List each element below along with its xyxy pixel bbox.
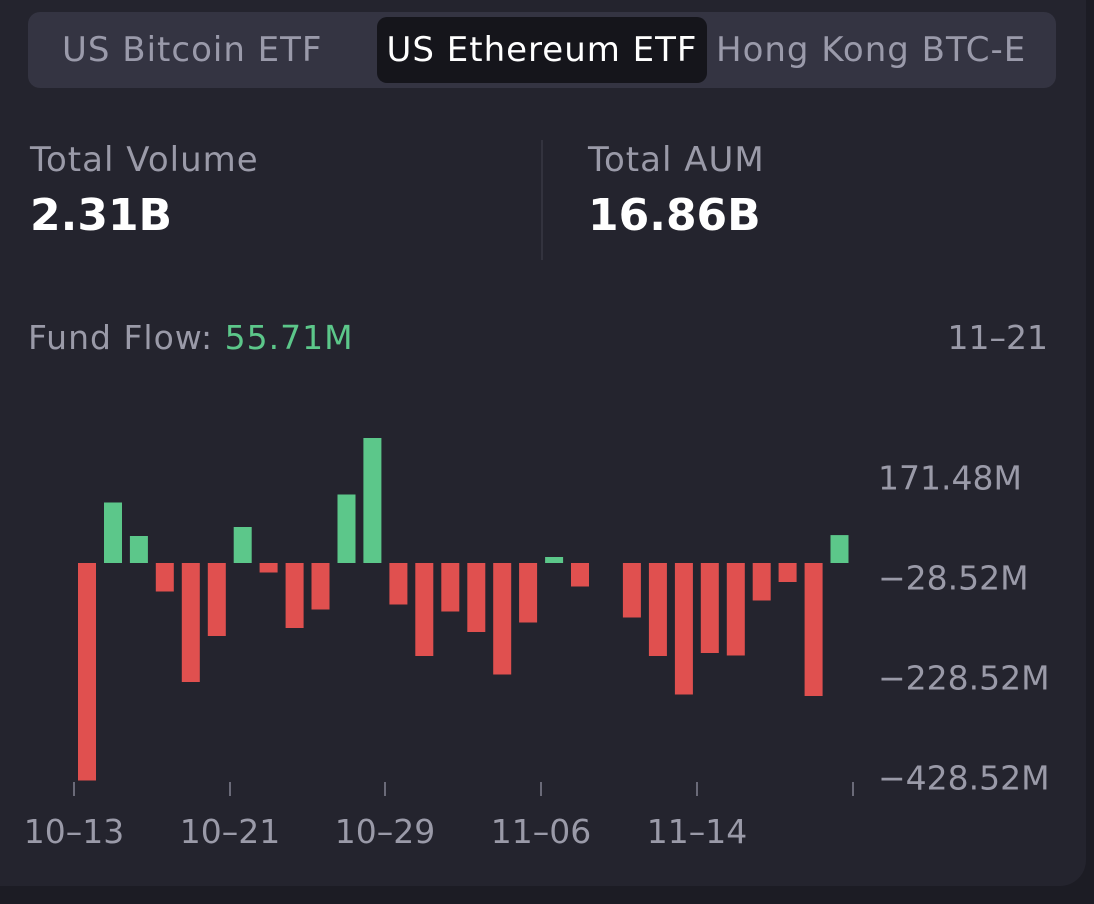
- flow-bar: [752, 563, 771, 601]
- stats-divider: [541, 140, 543, 260]
- y-tick-label: −28.52M: [878, 558, 1029, 597]
- flow-bar: [493, 563, 512, 675]
- flow-bar: [674, 563, 693, 695]
- y-tick-label: −428.52M: [878, 758, 1050, 797]
- flow-bar: [700, 563, 719, 653]
- total-aum-label: Total AUM: [588, 140, 765, 180]
- x-tick-label: 10–13: [24, 812, 124, 851]
- flow-bar: [285, 563, 304, 628]
- tab-us-bitcoin-etf[interactable]: US Bitcoin ETF: [62, 30, 323, 70]
- flow-bar: [207, 563, 226, 636]
- flow-bar: [155, 563, 174, 592]
- flow-bar: [181, 563, 200, 682]
- y-tick-label: 171.48M: [878, 458, 1022, 497]
- total-volume-value: 2.31B: [30, 190, 173, 241]
- flow-bar: [337, 494, 356, 563]
- flow-bar: [311, 563, 330, 610]
- flow-bar: [389, 563, 408, 605]
- flow-bar: [259, 563, 278, 573]
- flow-bar: [441, 563, 460, 612]
- flow-bar: [519, 563, 538, 623]
- flow-bar: [467, 563, 486, 632]
- flow-bar: [648, 563, 667, 656]
- fund-flow-value: 55.71M: [224, 318, 354, 357]
- flow-bar: [830, 535, 849, 563]
- etf-card: US Bitcoin ETF US Ethereum ETF Hong Kong…: [23, 12, 1056, 851]
- x-tick-label: 10–21: [180, 812, 280, 851]
- flow-bar: [571, 563, 589, 587]
- tab-hong-kong-btc-etf[interactable]: Hong Kong BTC-E: [716, 30, 1027, 70]
- flow-bar: [545, 557, 564, 563]
- flow-bar: [726, 563, 745, 656]
- x-tick-label: 10–29: [335, 812, 435, 851]
- fund-flow-label: Fund Flow:: [28, 318, 214, 357]
- fund-flow-bar-chart[interactable]: 171.48M −28.52M −228.52M −428.52M 10–13 10–21…: [0, 380, 1094, 880]
- flow-bar: [233, 527, 252, 563]
- total-volume-label: Total Volume: [30, 140, 259, 180]
- flow-bar: [78, 563, 96, 781]
- flow-bar: [415, 563, 434, 656]
- flow-bar: [129, 536, 148, 563]
- y-tick-label: −228.52M: [878, 658, 1050, 697]
- flow-bar: [622, 563, 641, 618]
- etf-tab-bar: US Bitcoin ETF US Ethereum ETF Hong Kong…: [28, 12, 1056, 88]
- flow-bar: [778, 563, 797, 582]
- fund-flow-date: 11–21: [947, 318, 1048, 357]
- fund-flow-row: Fund Flow: 55.71M: [28, 318, 354, 357]
- flow-bar: [363, 438, 382, 563]
- x-tick-label: 11–06: [491, 812, 591, 851]
- x-tick-label: 11–14: [647, 812, 747, 851]
- total-aum-value: 16.86B: [588, 190, 761, 241]
- tab-us-ethereum-etf[interactable]: US Ethereum ETF: [377, 17, 707, 83]
- flow-bar: [804, 563, 823, 696]
- flow-bar: [104, 502, 122, 563]
